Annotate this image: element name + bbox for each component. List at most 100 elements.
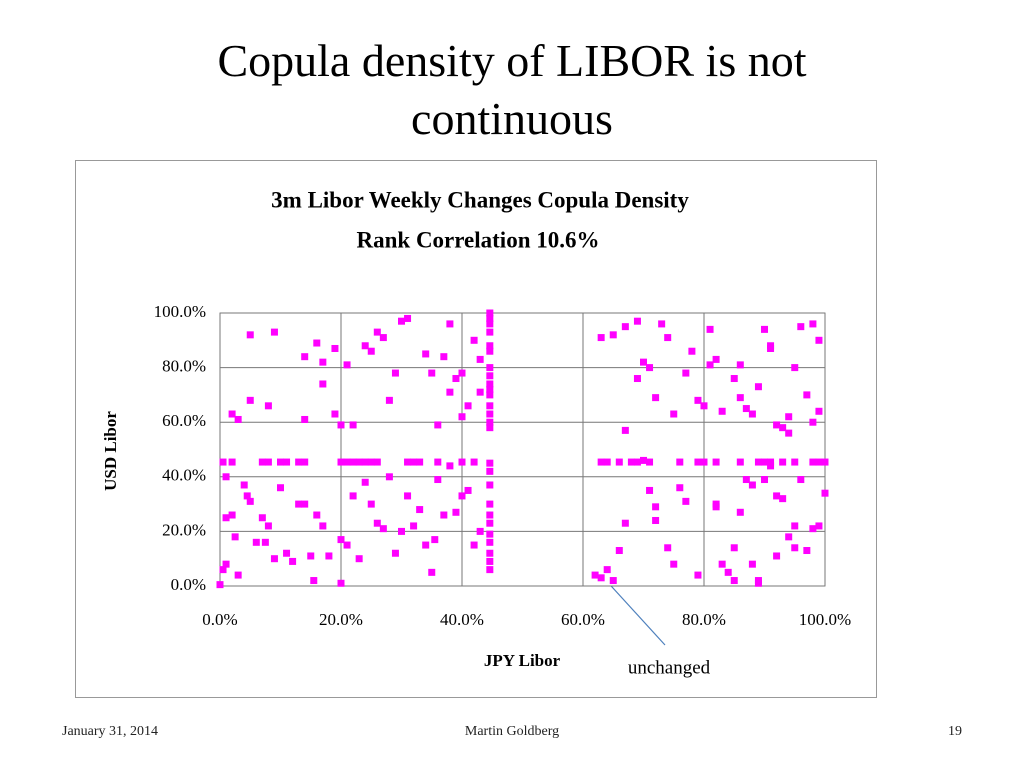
- x-tick-label: 20.0%: [319, 610, 363, 629]
- point: [486, 314, 494, 322]
- point: [486, 500, 494, 508]
- point: [486, 424, 494, 432]
- point: [277, 458, 284, 466]
- point: [486, 481, 494, 489]
- point: [486, 511, 494, 519]
- point: [440, 353, 448, 361]
- point: [815, 407, 823, 415]
- point: [809, 525, 817, 533]
- point: [767, 344, 775, 352]
- point: [391, 549, 399, 557]
- point: [821, 458, 829, 466]
- point: [349, 458, 357, 466]
- point: [331, 344, 339, 352]
- point: [234, 415, 242, 423]
- point: [791, 544, 799, 552]
- point: [355, 555, 363, 563]
- y-tick-label: 100.0%: [154, 302, 206, 321]
- point: [219, 566, 227, 574]
- point: [283, 458, 291, 466]
- point: [821, 489, 829, 497]
- point: [476, 527, 484, 535]
- point: [754, 458, 762, 466]
- point: [486, 391, 494, 399]
- point: [343, 458, 351, 466]
- point: [597, 574, 605, 582]
- point: [486, 410, 494, 418]
- point: [240, 481, 248, 489]
- point: [385, 396, 393, 404]
- point: [349, 492, 357, 500]
- point: [295, 458, 303, 466]
- x-tick-label: 0.0%: [202, 610, 237, 629]
- point: [416, 506, 424, 514]
- point: [615, 458, 623, 466]
- point: [658, 320, 666, 328]
- point: [652, 503, 660, 511]
- point: [742, 405, 750, 413]
- point: [404, 492, 412, 500]
- point: [754, 383, 762, 391]
- point: [307, 552, 315, 560]
- point: [791, 364, 799, 372]
- point: [621, 323, 629, 331]
- point: [355, 458, 363, 466]
- y-tick-label: 40.0%: [162, 466, 206, 485]
- point: [779, 458, 787, 466]
- point: [486, 519, 494, 527]
- point: [246, 497, 254, 505]
- point: [434, 476, 442, 484]
- point: [283, 549, 291, 557]
- y-axis-label: USD Libor: [101, 411, 120, 491]
- point: [646, 458, 654, 466]
- point: [486, 364, 494, 372]
- point: [458, 413, 466, 421]
- point: [761, 476, 768, 484]
- point: [779, 424, 787, 432]
- point: [343, 361, 351, 369]
- point: [222, 560, 230, 568]
- point: [486, 328, 494, 336]
- point: [452, 508, 460, 516]
- point: [222, 473, 230, 481]
- point: [700, 458, 708, 466]
- point: [261, 538, 269, 546]
- point: [228, 511, 236, 519]
- point: [682, 497, 690, 505]
- point: [416, 458, 424, 466]
- point: [486, 467, 494, 475]
- point: [773, 552, 781, 560]
- chart-subtitle: Rank Correlation 10.6%: [357, 227, 600, 252]
- point: [319, 358, 327, 366]
- point: [373, 328, 381, 336]
- point: [815, 522, 823, 530]
- point: [470, 541, 478, 549]
- point: [486, 309, 494, 317]
- point: [246, 331, 254, 339]
- point: [428, 568, 436, 576]
- point: [688, 347, 696, 355]
- point: [470, 458, 478, 466]
- point: [313, 339, 321, 347]
- footer-date: January 31, 2014: [62, 724, 159, 739]
- point: [301, 353, 309, 361]
- point: [748, 481, 756, 489]
- y-tick-label: 80.0%: [162, 357, 206, 376]
- point: [277, 484, 284, 492]
- point: [694, 396, 702, 404]
- point: [706, 361, 714, 369]
- point: [694, 571, 702, 579]
- point: [295, 500, 303, 508]
- point: [736, 508, 744, 516]
- point: [761, 325, 768, 333]
- point: [640, 358, 647, 366]
- point: [803, 391, 811, 399]
- point: [809, 418, 817, 426]
- point: [258, 458, 266, 466]
- point: [464, 486, 472, 494]
- point: [664, 334, 672, 342]
- point: [748, 560, 756, 568]
- y-tick-label: 20.0%: [162, 520, 206, 539]
- point: [633, 375, 641, 383]
- point: [361, 342, 369, 350]
